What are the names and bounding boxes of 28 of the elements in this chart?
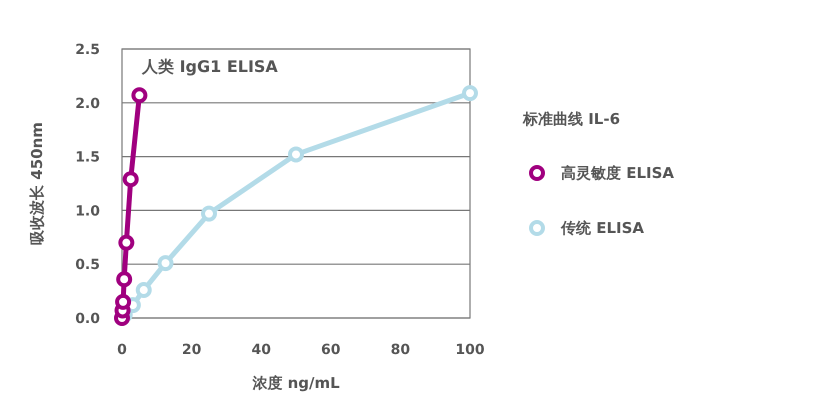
y-tick-label: 1.5 bbox=[75, 150, 100, 166]
legend-label: 高灵敏度 ELISA bbox=[561, 164, 674, 182]
x-tick-label: 80 bbox=[390, 342, 410, 358]
legend-title: 标准曲线 IL-6 bbox=[522, 110, 620, 128]
x-axis-title: 浓度 ng/mL bbox=[251, 374, 340, 392]
point bbox=[131, 87, 148, 104]
point bbox=[116, 271, 132, 288]
point bbox=[201, 206, 217, 222]
x-tick-label: 60 bbox=[321, 342, 341, 358]
y-tick-label: 0.5 bbox=[75, 257, 100, 274]
x-tick-label: 40 bbox=[251, 342, 272, 358]
y-axis-title: 吸收波长 450nm bbox=[28, 122, 46, 245]
point bbox=[118, 234, 134, 251]
x-tick-label: 100 bbox=[455, 342, 485, 358]
point bbox=[115, 294, 132, 310]
x-tick-label: 20 bbox=[182, 342, 202, 358]
point bbox=[462, 85, 478, 102]
y-tick-label: 2.0 bbox=[75, 96, 100, 112]
y-tick-label: 1.0 bbox=[75, 203, 100, 220]
point bbox=[122, 171, 139, 188]
y-tick-label: 0.0 bbox=[75, 311, 100, 327]
x-tick-label: 0 bbox=[117, 342, 128, 358]
legend-label: 传统 ELISA bbox=[560, 219, 644, 237]
point bbox=[288, 146, 304, 162]
text: 人类 IgG1 ELISA bbox=[141, 57, 278, 76]
point bbox=[136, 282, 152, 298]
point bbox=[158, 255, 174, 272]
y-tick-label: 2.5 bbox=[75, 42, 100, 58]
